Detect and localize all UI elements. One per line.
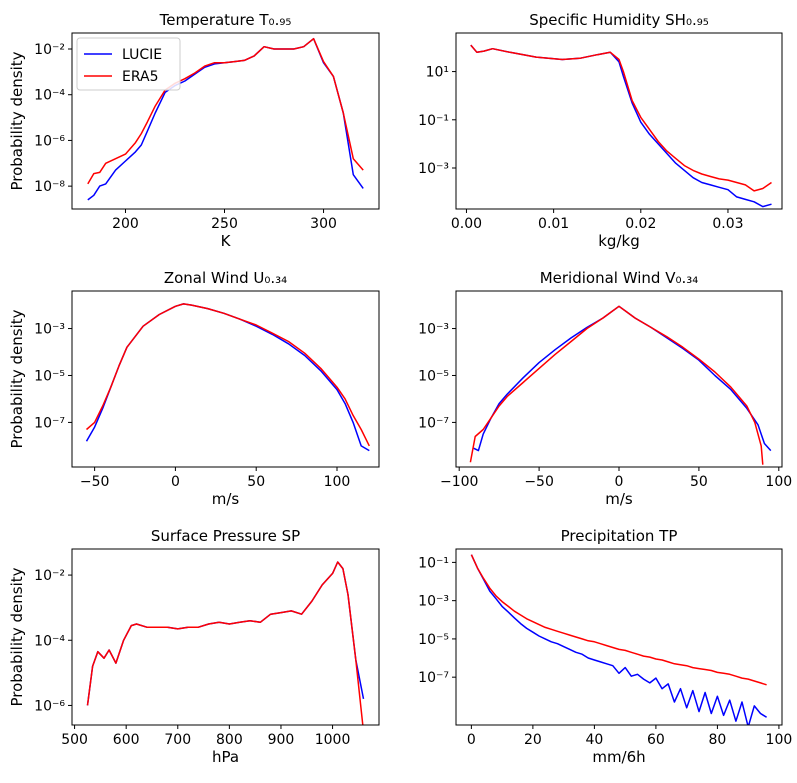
chart-panel-2: 0.00 0.01 0.02 0.03 10⁻³ 10⁻¹ 10¹ Specific Humi… <box>418 11 783 250</box>
legend-box <box>76 37 181 91</box>
x-tick-label: 0.01 <box>538 216 569 232</box>
chart-title: Precipitation TP <box>561 527 678 545</box>
chart-panel-5: 500 600 700 800 900 1000 10⁻⁶ 10⁻⁴ 10⁻² Surface P… <box>8 527 380 766</box>
x-tick-label: 900 <box>268 732 295 748</box>
x-tick-label: 300 <box>310 216 337 232</box>
y-tick-label: 10⁻⁷ <box>34 415 65 431</box>
x-axis-label: kg/kg <box>598 232 639 250</box>
x-tick-label: 0.03 <box>712 216 743 232</box>
x-tick-label: 500 <box>61 732 88 748</box>
series-line-lucie <box>473 305 772 452</box>
series-line-era5 <box>470 554 767 686</box>
chart-title: Specific Humidity SH₀.₉₅ <box>529 11 709 29</box>
y-tick-label: 10⁻⁸ <box>34 179 65 195</box>
x-tick-label: 50 <box>247 474 265 490</box>
y-tick-label: 10⁻⁶ <box>34 698 65 714</box>
y-tick-label: 10⁻⁵ <box>418 632 449 648</box>
y-tick-label: 10¹ <box>426 65 449 81</box>
series-line-lucie <box>470 554 767 725</box>
y-tick-label: 10⁻⁵ <box>34 368 65 384</box>
axes-frame <box>455 548 783 726</box>
series-line-era5 <box>87 37 364 185</box>
y-tick-label: 10⁻⁷ <box>418 670 449 686</box>
legend-label-lucie: LUCIE <box>122 47 162 63</box>
series-line-lucie <box>86 561 365 706</box>
series-line-era5 <box>469 305 764 465</box>
chart-panel-4: −100 −50 0 50 100 10⁻⁷ 10⁻⁵ 10⁻³ Meridional Wind… <box>418 269 792 508</box>
chart-panel-6: 0 20 40 60 80 100 10⁻⁷ 10⁻⁵ 10⁻³ 10⁻¹ Precipitatio… <box>418 527 792 766</box>
chart-title: Zonal Wind U₀.₃₄ <box>164 269 287 287</box>
chart-panel-3: −50 0 50 100 10⁻⁷ 10⁻⁵ 10⁻³ Zonal Wind U₀.₃₄ m/s… <box>8 269 380 508</box>
x-tick-label: 80 <box>709 732 727 748</box>
x-tick-label: 800 <box>216 732 243 748</box>
y-tick-label: 10⁻³ <box>418 594 449 610</box>
series-line-era5 <box>86 561 364 725</box>
y-tick-label: 10⁻⁴ <box>34 633 65 649</box>
y-tick-label: 10⁻⁵ <box>418 368 449 384</box>
x-axis-label: m/s <box>605 490 633 508</box>
y-tick-label: 10⁻³ <box>418 322 449 338</box>
y-tick-label: 10⁻⁶ <box>34 133 65 149</box>
x-axis-label: hPa <box>212 748 239 766</box>
legend: LUCIE ERA5 <box>76 37 181 91</box>
x-tick-label: 600 <box>113 732 140 748</box>
x-tick-label: 60 <box>647 732 665 748</box>
x-tick-label: 200 <box>112 216 139 232</box>
x-tick-label: 0 <box>615 474 624 490</box>
chart-title: Meridional Wind V₀.₃₄ <box>540 269 699 287</box>
x-tick-label: 100 <box>324 474 351 490</box>
x-tick-label: 1000 <box>315 732 351 748</box>
x-tick-label: −50 <box>80 474 110 490</box>
x-tick-label: 100 <box>765 474 792 490</box>
chart-title: Temperature T₀.₉₅ <box>159 11 292 29</box>
y-tick-label: 10⁻¹ <box>418 113 449 129</box>
chart-panel-1: 200 250 300 10⁻⁸ 10⁻⁶ 10⁻⁴ 10⁻² Temperature T₀.… <box>8 11 380 250</box>
x-axis-label: m/s <box>212 490 240 508</box>
axes-frame <box>71 290 380 468</box>
x-tick-label: 100 <box>766 732 793 748</box>
y-tick-label: 10⁻¹ <box>418 555 449 571</box>
x-tick-label: 0.00 <box>451 216 482 232</box>
x-axis-label: K <box>221 232 232 250</box>
series-line-lucie <box>85 303 370 452</box>
series-line-era5 <box>470 44 772 192</box>
x-tick-label: 0 <box>467 732 476 748</box>
y-axis-label: Probability density <box>8 51 26 190</box>
axes-frame <box>455 32 783 210</box>
x-tick-label: 20 <box>524 732 542 748</box>
y-axis-label: Probability density <box>8 567 26 706</box>
y-tick-label: 10⁻³ <box>34 322 65 338</box>
series-line-lucie <box>470 44 772 208</box>
y-axis-label: Probability density <box>8 309 26 448</box>
y-tick-label: 10⁻⁷ <box>418 415 449 431</box>
chart-title: Surface Pressure SP <box>151 527 300 545</box>
x-tick-label: 0.02 <box>625 216 656 232</box>
series-line-era5 <box>86 303 370 447</box>
y-tick-label: 10⁻⁴ <box>34 88 65 104</box>
axes-frame <box>455 290 783 468</box>
axes-frame <box>71 32 380 210</box>
x-tick-label: 250 <box>211 216 238 232</box>
x-tick-label: 40 <box>585 732 603 748</box>
axes-frame <box>71 548 380 726</box>
y-tick-label: 10⁻² <box>34 568 65 584</box>
x-axis-label: mm/6h <box>592 748 645 766</box>
x-tick-label: 700 <box>164 732 191 748</box>
y-tick-label: 10⁻² <box>34 42 65 58</box>
y-tick-label: 10⁻³ <box>418 161 449 177</box>
legend-label-era5: ERA5 <box>122 69 159 85</box>
x-tick-label: 0 <box>171 474 180 490</box>
x-tick-label: −50 <box>524 474 554 490</box>
x-tick-label: 50 <box>690 474 708 490</box>
x-tick-label: −100 <box>440 474 478 490</box>
